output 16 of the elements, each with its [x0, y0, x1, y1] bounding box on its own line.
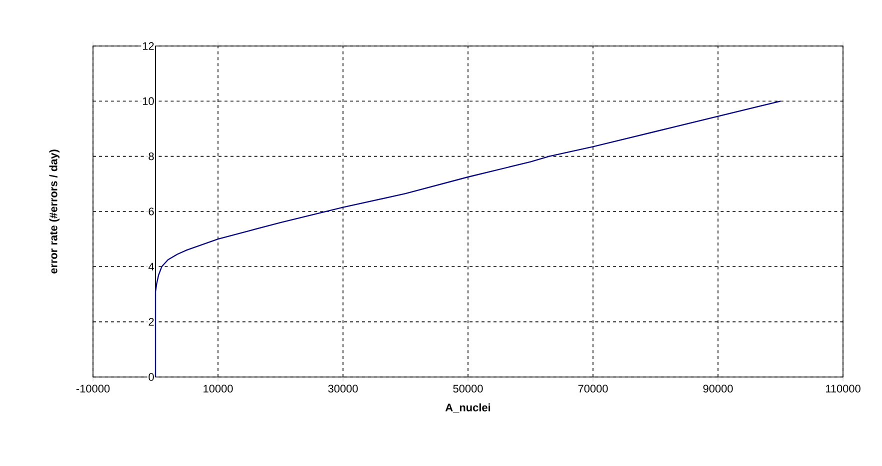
x-axis-title: A_nuclei	[445, 403, 490, 413]
y-tick-label: 12	[142, 42, 154, 50]
x-tick-label: 50000	[453, 384, 483, 393]
x-tick-label: 70000	[578, 384, 608, 393]
y-tick-label: 6	[148, 208, 154, 216]
x-tick-label: 30000	[328, 384, 358, 393]
y-tick-label: 2	[148, 318, 154, 326]
x-tick-label: 110000	[826, 384, 860, 393]
y-tick-label: 4	[148, 262, 154, 270]
x-tick-label: 90000	[703, 384, 733, 393]
x-tick-label: -10000	[76, 384, 110, 393]
y-tick-label: 8	[148, 152, 154, 160]
y-axis-title: error rate (#errors / day)	[49, 150, 60, 274]
y-tick-label: 0	[148, 373, 154, 381]
x-tick-label: 10000	[204, 384, 233, 393]
y-tick-label: 10	[142, 97, 154, 106]
